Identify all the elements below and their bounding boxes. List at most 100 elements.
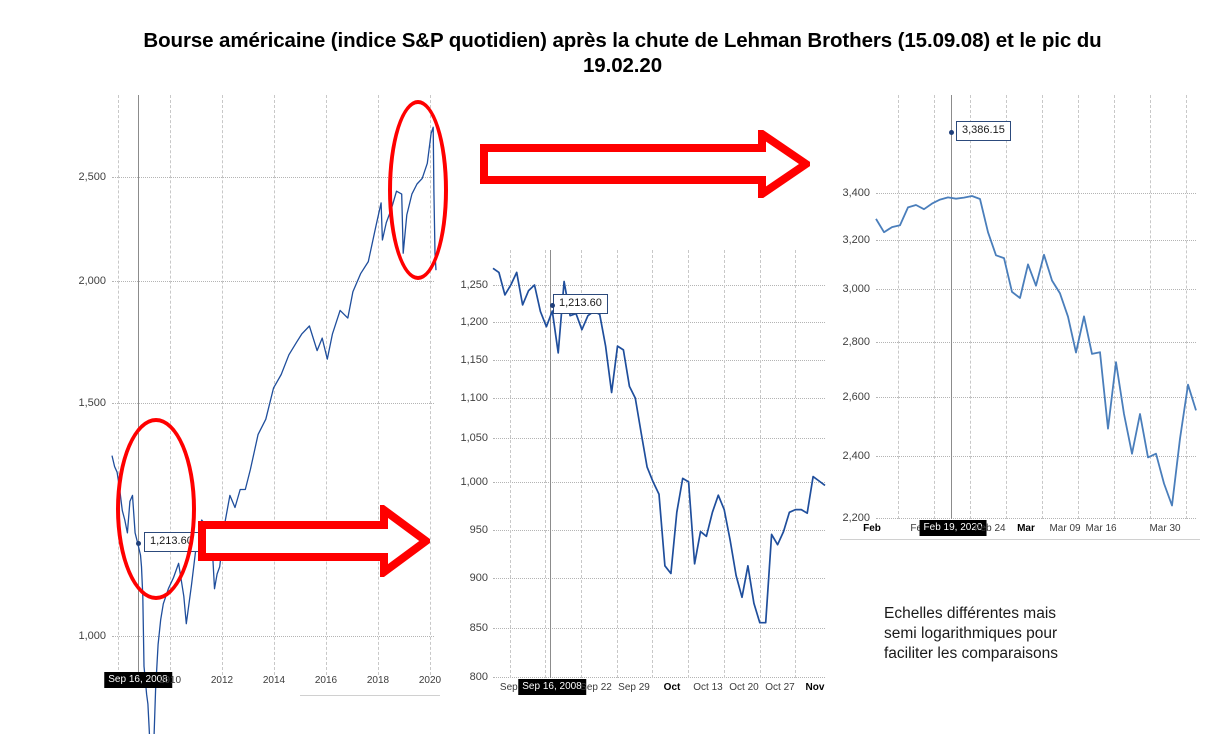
zoom-2020-peak-ellipse	[388, 100, 448, 280]
x-tick-label: 2012	[210, 675, 234, 686]
y-tick-label: 3,200	[842, 234, 870, 246]
gridline-vertical	[1006, 95, 1007, 519]
x-tick-label: Mar 30	[1149, 523, 1181, 534]
gridline-horizontal	[876, 240, 1196, 241]
y-tick-label: 950	[469, 524, 488, 536]
arrow-to-2008-detail	[198, 505, 430, 577]
chart-overview: 1,000 1,500 2,000 2,500 3,000 1,213.60 S…	[60, 95, 442, 734]
y-tick-label: 1,150	[460, 354, 488, 366]
x-tick-label: Sep 0	[499, 682, 527, 693]
gridline-vertical	[652, 250, 653, 678]
gridline-vertical	[581, 250, 582, 678]
x-tick-label: Oct	[663, 682, 681, 693]
x-tick-label: 2014	[262, 675, 286, 686]
y-tick-label: 2,400	[842, 450, 870, 462]
y-tick-label: 1,050	[460, 432, 488, 444]
gridline-vertical	[378, 95, 379, 675]
gridline-horizontal	[876, 289, 1196, 290]
zoom-2008-crash-ellipse	[116, 418, 196, 600]
y-tick-label: 2,000	[78, 275, 106, 287]
gridline-horizontal	[112, 177, 434, 178]
y-tick-label: 1,000	[78, 630, 106, 642]
gridline-horizontal	[493, 398, 825, 399]
gridline-vertical	[934, 95, 935, 519]
gridline-vertical	[898, 95, 899, 519]
x-tick-label: Feb 24	[974, 523, 1006, 534]
gridline-vertical	[274, 95, 275, 675]
chart-detail-2008: 800 850 900 950 1,000 1,050 1,100 1,150 …	[440, 250, 840, 700]
x-tick-label: Oct 27	[765, 682, 795, 693]
marker-point	[550, 303, 555, 308]
gridline-horizontal	[876, 397, 1196, 398]
x-tick-label-highlighted: Feb 19, 2020	[919, 520, 987, 536]
y-tick-label: 850	[469, 622, 488, 634]
tooltip-value-detail-2020: 3,386.15	[956, 121, 1011, 141]
x-tick-label: Feb	[863, 523, 881, 534]
gridline-horizontal	[876, 342, 1196, 343]
gridline-horizontal	[493, 285, 825, 286]
gridline-horizontal	[493, 677, 825, 678]
y-tick-label: 2,500	[78, 171, 106, 183]
gridline-horizontal	[493, 530, 825, 531]
marker-line-sep-16-2008	[550, 250, 551, 678]
arrow-to-2020-detail	[480, 130, 810, 198]
scale-note-caption: Echelles différentes mais semi logarithm…	[884, 605, 1059, 662]
axis-baseline	[300, 695, 440, 696]
x-tick-label-highlighted: Sep 16, 2008	[518, 679, 586, 695]
gridline-vertical	[1114, 95, 1115, 519]
gridline-vertical	[688, 250, 689, 678]
y-tick-label: 2,600	[842, 391, 870, 403]
x-tick-label: Sep 22	[580, 682, 612, 693]
gridline-horizontal	[112, 281, 434, 282]
x-tick-label: Oct 13	[693, 682, 723, 693]
gridline-vertical	[430, 95, 431, 675]
y-tick-label: 800	[469, 671, 488, 683]
gridline-horizontal	[493, 322, 825, 323]
gridline-vertical	[510, 250, 511, 678]
gridline-horizontal	[876, 518, 1196, 519]
y-tick-label: 1,100	[460, 392, 488, 404]
series-line-detail-2008	[492, 267, 826, 624]
x-tick-label: 2018	[366, 675, 390, 686]
gridline-vertical	[724, 250, 725, 678]
x-tick-label: Sep 29	[618, 682, 650, 693]
x-tick-label: 2010	[158, 675, 182, 686]
x-tick-label: Mar 09	[1049, 523, 1081, 534]
marker-line-sep-2008	[138, 95, 139, 675]
marker-point	[949, 130, 954, 135]
page-title: Bourse américaine (indice S&P quotidien)…	[143, 29, 1102, 77]
series-line-overview	[111, 126, 437, 734]
chart-detail-2020: 2,200 2,400 2,600 2,800 3,000 3,200 3,40…	[820, 95, 1205, 545]
x-tick-label: Oct 20	[729, 682, 759, 693]
x-tick-label: 2016	[314, 675, 338, 686]
x-tick-label: Nov	[805, 682, 825, 693]
axis-baseline	[840, 539, 1200, 540]
gridline-vertical	[1150, 95, 1151, 519]
series-line-detail-2020	[875, 195, 1197, 507]
x-tick-label: 2020	[418, 675, 442, 686]
gridline-vertical	[1078, 95, 1079, 519]
gridline-horizontal	[493, 628, 825, 629]
gridline-vertical	[617, 250, 618, 678]
y-tick-label: 1,250	[460, 279, 488, 291]
tooltip-value-detail-2008: 1,213.60	[553, 294, 608, 314]
marker-line-feb-19-2020	[951, 95, 952, 519]
y-tick-label: 1,000	[460, 476, 488, 488]
gridline-horizontal	[876, 456, 1196, 457]
gridline-horizontal	[493, 360, 825, 361]
y-tick-label: 900	[469, 572, 488, 584]
x-tick-label: Mar 16	[1085, 523, 1117, 534]
y-tick-label: 1,200	[460, 316, 488, 328]
gridline-vertical	[326, 95, 327, 675]
gridline-horizontal	[493, 438, 825, 439]
y-tick-label: 1,500	[78, 397, 106, 409]
y-tick-label: 3,000	[842, 283, 870, 295]
y-tick-label: 3,400	[842, 187, 870, 199]
y-tick-label: 2,800	[842, 336, 870, 348]
gridline-horizontal	[876, 193, 1196, 194]
gridline-horizontal	[493, 578, 825, 579]
gridline-vertical	[970, 95, 971, 519]
gridline-vertical	[1042, 95, 1043, 519]
y-tick-label: 2,200	[842, 512, 870, 524]
